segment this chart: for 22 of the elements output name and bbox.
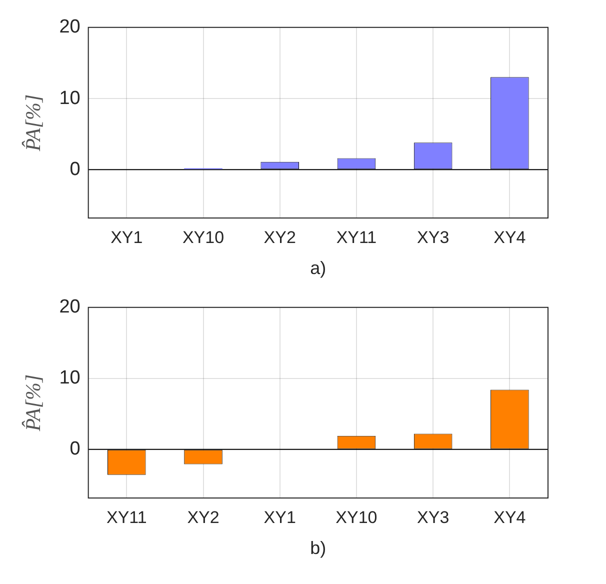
y-axis-title: P̂A[%] [21, 94, 46, 152]
y-tick-label: 20 [59, 16, 80, 38]
y-tick-label: 20 [59, 296, 80, 318]
y-tick-label: 10 [59, 88, 80, 109]
x-tick-label: XY2 [264, 228, 296, 247]
x-axis-title: a) [310, 258, 326, 278]
x-tick-label: XY10 [182, 228, 224, 247]
x-tick-label: XY4 [494, 228, 526, 247]
x-tick-label: XY3 [417, 228, 450, 247]
x-tick-label: XY1 [264, 508, 296, 527]
x-tick-label: XY11 [106, 508, 147, 527]
y-tick-label: 10 [59, 368, 80, 389]
x-axis-title: b) [310, 538, 326, 558]
x-tick-label: XY3 [417, 508, 450, 527]
x-tick-label: XY2 [187, 508, 220, 527]
y-axis-title: P̂A[%] [21, 374, 46, 432]
x-tick-label: XY11 [336, 228, 377, 247]
y-tick-label: 0 [70, 438, 80, 460]
x-tick-label: XY4 [494, 508, 526, 527]
x-tick-label: XY10 [336, 508, 378, 527]
y-tick-label: 0 [70, 158, 80, 180]
x-tick-label: XY1 [110, 228, 143, 247]
